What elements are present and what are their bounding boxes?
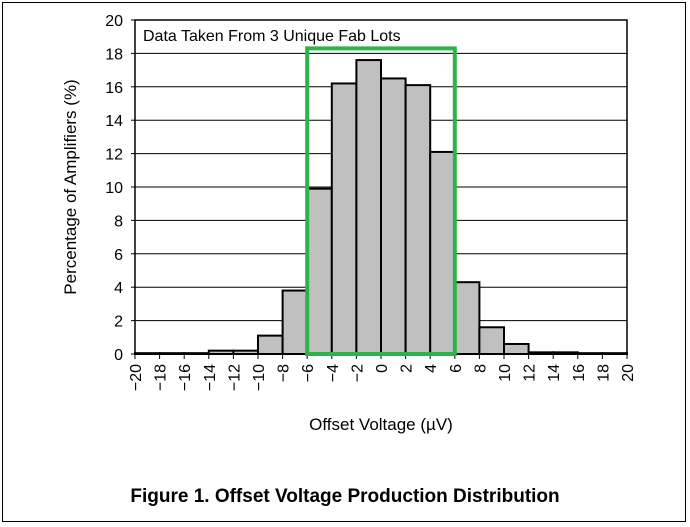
figure-frame [2, 2, 686, 522]
x-tick-label: 2 [399, 364, 416, 373]
x-tick-label: 0 [374, 364, 391, 373]
histogram-bars [134, 59, 629, 356]
x-tick-label: −18 [153, 364, 170, 391]
figure-caption: Figure 1. Offset Voltage Production Dist… [130, 486, 560, 507]
y-tick-label: 20 [105, 13, 123, 30]
x-tick-label: −4 [325, 364, 342, 382]
highlight-box [305, 46, 457, 356]
x-tick-label: −8 [276, 364, 293, 382]
y-axis-label: Percentage of Amplifiers (%) [61, 79, 80, 294]
chart-annotation: Data Taken From 3 Unique Fab Lots [143, 28, 401, 45]
y-tick-label: 14 [105, 113, 123, 130]
y-tick-label: 6 [114, 247, 123, 264]
y-tick-label: 2 [114, 314, 123, 331]
x-axis-label: Offset Voltage (µV) [309, 415, 453, 434]
histogram-bar [257, 334, 284, 356]
x-tick-label: 8 [472, 364, 489, 373]
x-tick-label: 16 [571, 364, 588, 382]
histogram-bar [330, 82, 358, 356]
y-tick-label: 0 [114, 347, 123, 364]
y-tick-label: 16 [105, 80, 123, 97]
x-tick-label: −12 [226, 364, 243, 391]
y-tick-label: 12 [105, 147, 123, 164]
y-tick-label: 8 [114, 213, 123, 230]
histogram-bar [429, 150, 456, 355]
grid-lines [135, 52, 627, 322]
y-tick-label: 18 [105, 46, 123, 63]
x-tick-label: −20 [128, 364, 145, 391]
histogram-bar [380, 77, 407, 355]
x-tick-label: −16 [177, 364, 194, 391]
x-tick-label: 4 [423, 364, 440, 373]
histogram-bar [478, 326, 505, 355]
histogram-bar [355, 59, 382, 356]
x-tick-label: 6 [448, 364, 465, 373]
x-tick-label: 20 [620, 364, 637, 382]
x-tick-label: 18 [595, 364, 612, 382]
histogram-bar [503, 342, 530, 356]
annotation-background [138, 24, 444, 46]
histogram-bar [404, 84, 432, 355]
x-tick-label: −6 [300, 364, 317, 382]
histogram-bar [453, 281, 481, 355]
histogram-bar [306, 187, 333, 355]
histogram-bar [281, 289, 309, 356]
x-tick-label: 12 [522, 364, 539, 382]
x-tick-label: −2 [349, 364, 366, 382]
y-tick-label: 4 [114, 280, 123, 297]
y-tick-label: 10 [105, 180, 123, 197]
x-tick-label: −10 [251, 364, 268, 391]
x-tick-label: −14 [202, 364, 219, 391]
x-tick-label: 14 [546, 364, 563, 382]
x-tick-label: 10 [497, 364, 514, 382]
